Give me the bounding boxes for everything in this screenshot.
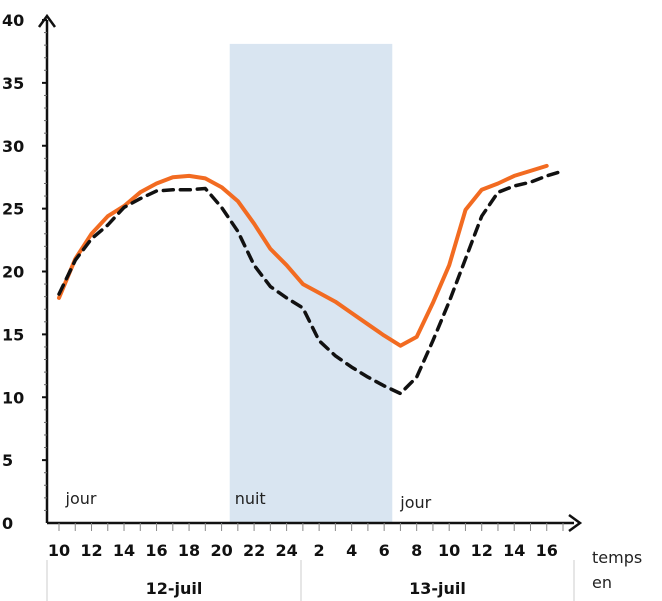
x-tick-label: 20 xyxy=(210,541,232,560)
x-axis-title-line-1: temps xyxy=(592,548,642,567)
x-tick-label: 24 xyxy=(275,541,297,560)
y-tick-label: 40 xyxy=(2,11,24,30)
y-axis-arrowhead xyxy=(37,13,57,28)
x-axis-title-line-2: en xyxy=(592,573,612,592)
x-tick-label: 10 xyxy=(48,541,70,560)
period-label-day-1: jour xyxy=(65,489,97,508)
x-tick-label: 6 xyxy=(379,541,390,560)
x-tick-label: 8 xyxy=(411,541,422,560)
x-tick-label: 18 xyxy=(178,541,200,560)
y-tick-label: 30 xyxy=(2,137,24,156)
x-tick-label: 16 xyxy=(145,541,167,560)
period-label-day-2: jour xyxy=(399,493,431,512)
y-tick-label: 15 xyxy=(2,325,24,344)
y-tick-label: 0 xyxy=(2,514,13,533)
x-axis-title-line-3: heure xyxy=(592,598,638,601)
x-tick-label: 2 xyxy=(314,541,325,560)
y-tick-label: 25 xyxy=(2,200,24,219)
x-tick-label: 10 xyxy=(438,541,460,560)
x-tick-label: 16 xyxy=(536,541,558,560)
series-layer xyxy=(57,163,565,396)
y-tick-label: 5 xyxy=(2,451,13,470)
x-tick-label: 4 xyxy=(346,541,357,560)
x-tick-label: 12 xyxy=(471,541,493,560)
x-tick-label: 14 xyxy=(503,541,525,560)
y-tick-label: 20 xyxy=(2,263,24,282)
series-line-solid xyxy=(57,163,549,348)
x-tick-label: 12 xyxy=(80,541,102,560)
night-band xyxy=(229,43,393,524)
y-tick-label: 10 xyxy=(2,388,24,407)
date-label-12-juil: 12-juil xyxy=(146,579,203,598)
period-label-night: nuit xyxy=(235,489,266,508)
x-tick-label: 14 xyxy=(113,541,135,560)
y-tick-label: 35 xyxy=(2,74,24,93)
x-tick-label: 22 xyxy=(243,541,265,560)
x-ticks: 10 12 14 16 18 20 22 24 2 4 6 8 10 12 14 16 xyxy=(48,523,564,560)
x-axis-arrowhead xyxy=(568,513,583,533)
y-ticks: 0 5 10 15 20 25 30 35 40 xyxy=(2,11,47,533)
date-label-13-juil: 13-juil xyxy=(409,579,466,598)
